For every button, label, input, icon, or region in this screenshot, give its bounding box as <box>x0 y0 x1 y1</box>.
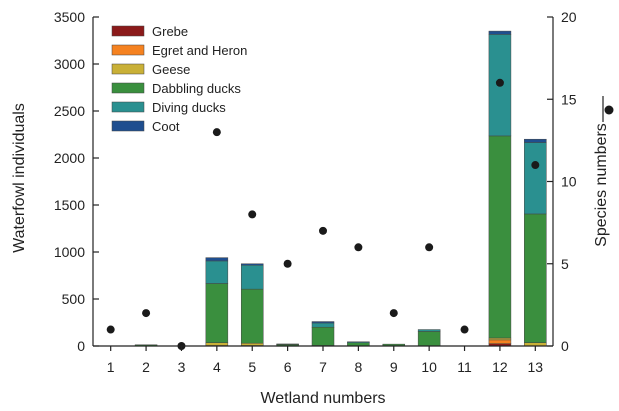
y2-tick-label-5: 5 <box>561 256 569 272</box>
species-point-wetland-5 <box>248 210 257 219</box>
bar-segment-diving-ducks-wetland-8 <box>347 341 370 343</box>
species-point-wetland-9 <box>389 309 398 318</box>
species-points-layer <box>106 78 540 350</box>
species-point-wetland-13 <box>531 161 540 170</box>
bar-segment-diving-ducks-wetland-7 <box>311 322 335 328</box>
bars-layer <box>134 30 547 347</box>
x-tick-label-13: 13 <box>528 359 544 375</box>
bar-segment-coot-wetland-7 <box>311 321 335 324</box>
y-tick-label-0: 0 <box>77 338 85 354</box>
legend: Grebe Egret and Heron Geese Dabbling ducks D… <box>111 24 247 134</box>
species-point-wetland-2 <box>142 309 151 318</box>
bar-segment-coot-wetland-5 <box>240 263 264 266</box>
bar-segment-diving-ducks-wetland-10 <box>417 329 441 332</box>
x-tick-label-5: 5 <box>248 359 256 375</box>
bar-segment-dabbling-ducks-wetland-5 <box>240 288 264 344</box>
x-tick-label-10: 10 <box>421 359 437 375</box>
bar-segment-egret-and-heron-wetland-12 <box>488 339 512 344</box>
bar-segment-diving-ducks-wetland-6 <box>276 343 299 345</box>
legend-label-grebe: Grebe <box>152 24 188 39</box>
legend-swatch-diving-ducks <box>111 101 145 113</box>
y-tick-label-3500: 3500 <box>54 9 85 25</box>
y-tick-label-3000: 3000 <box>54 56 85 72</box>
bar-segment-geese-wetland-5 <box>240 342 264 346</box>
bar-segment-coot-wetland-4 <box>205 257 229 262</box>
x-tick-label-6: 6 <box>284 359 292 375</box>
x-axis-title: Wetland numbers <box>260 390 385 407</box>
y2-tick-label-15: 15 <box>561 91 577 107</box>
y-tick-label-500: 500 <box>62 291 86 307</box>
species-point-wetland-4 <box>212 128 221 137</box>
legend-swatch-egret-and-heron <box>111 44 145 56</box>
y2-axis-title-dot-icon <box>604 105 614 115</box>
x-tick-label-1: 1 <box>107 359 115 375</box>
legend-swatch-grebe <box>111 25 145 37</box>
x-tick-label-4: 4 <box>213 359 221 375</box>
bar-segment-dabbling-ducks-wetland-7 <box>311 326 335 346</box>
y2-tick-label-0: 0 <box>561 338 569 354</box>
legend-swatch-geese <box>111 63 145 75</box>
bar-segment-dabbling-ducks-wetland-4 <box>205 283 229 343</box>
bar-segment-dabbling-ducks-wetland-13 <box>524 213 547 343</box>
x-tick-label-3: 3 <box>178 359 186 375</box>
x-tick-label-11: 11 <box>457 359 472 375</box>
x-tick-label-2: 2 <box>142 359 150 375</box>
bar-segment-diving-ducks-wetland-5 <box>240 264 264 290</box>
bar-segment-coot-wetland-13 <box>524 138 547 143</box>
species-point-wetland-12 <box>495 78 504 87</box>
y2-axis-title-marker <box>602 96 614 122</box>
legend-label-diving-ducks: Diving ducks <box>152 100 226 115</box>
species-point-wetland-8 <box>354 243 363 252</box>
x-tick-label-9: 9 <box>390 359 398 375</box>
y-tick-label-1500: 1500 <box>54 197 85 213</box>
legend-label-coot: Coot <box>152 119 180 134</box>
bar-segment-dabbling-ducks-wetland-10 <box>417 331 441 347</box>
x-tick-label-7: 7 <box>319 359 327 375</box>
bar-segment-coot-wetland-12 <box>488 30 512 35</box>
legend-label-egret-and-heron: Egret and Heron <box>152 43 247 58</box>
y2-tick-label-20: 20 <box>561 9 577 25</box>
y-tick-label-2000: 2000 <box>54 150 85 166</box>
y-tick-label-2500: 2500 <box>54 103 85 119</box>
y2-axis-title: Species numbers <box>593 123 610 247</box>
species-point-wetland-10 <box>425 243 434 252</box>
species-point-wetland-7 <box>319 226 327 235</box>
legend-swatch-coot <box>111 120 145 132</box>
legend-swatch-dabbling-ducks <box>111 82 145 94</box>
bar-segment-geese-wetland-12 <box>488 337 512 341</box>
bar-segment-diving-ducks-wetland-4 <box>205 260 229 284</box>
bar-segment-geese-wetland-4 <box>205 342 229 346</box>
bar-segment-diving-ducks-wetland-13 <box>524 142 547 215</box>
legend-label-dabbling-ducks: Dabbling ducks <box>152 81 241 96</box>
species-point-wetland-1 <box>106 325 115 334</box>
species-point-wetland-6 <box>283 259 292 268</box>
y-tick-label-1000: 1000 <box>54 244 85 260</box>
bar-segment-dabbling-ducks-wetland-12 <box>488 135 512 339</box>
legend-label-geese: Geese <box>152 62 190 77</box>
y-axis-title: Waterfowl individuals <box>11 103 28 253</box>
x-tick-label-12: 12 <box>492 359 508 375</box>
species-point-wetland-11 <box>460 325 469 334</box>
y2-tick-label-10: 10 <box>561 174 577 190</box>
x-tick-label-8: 8 <box>354 359 362 375</box>
